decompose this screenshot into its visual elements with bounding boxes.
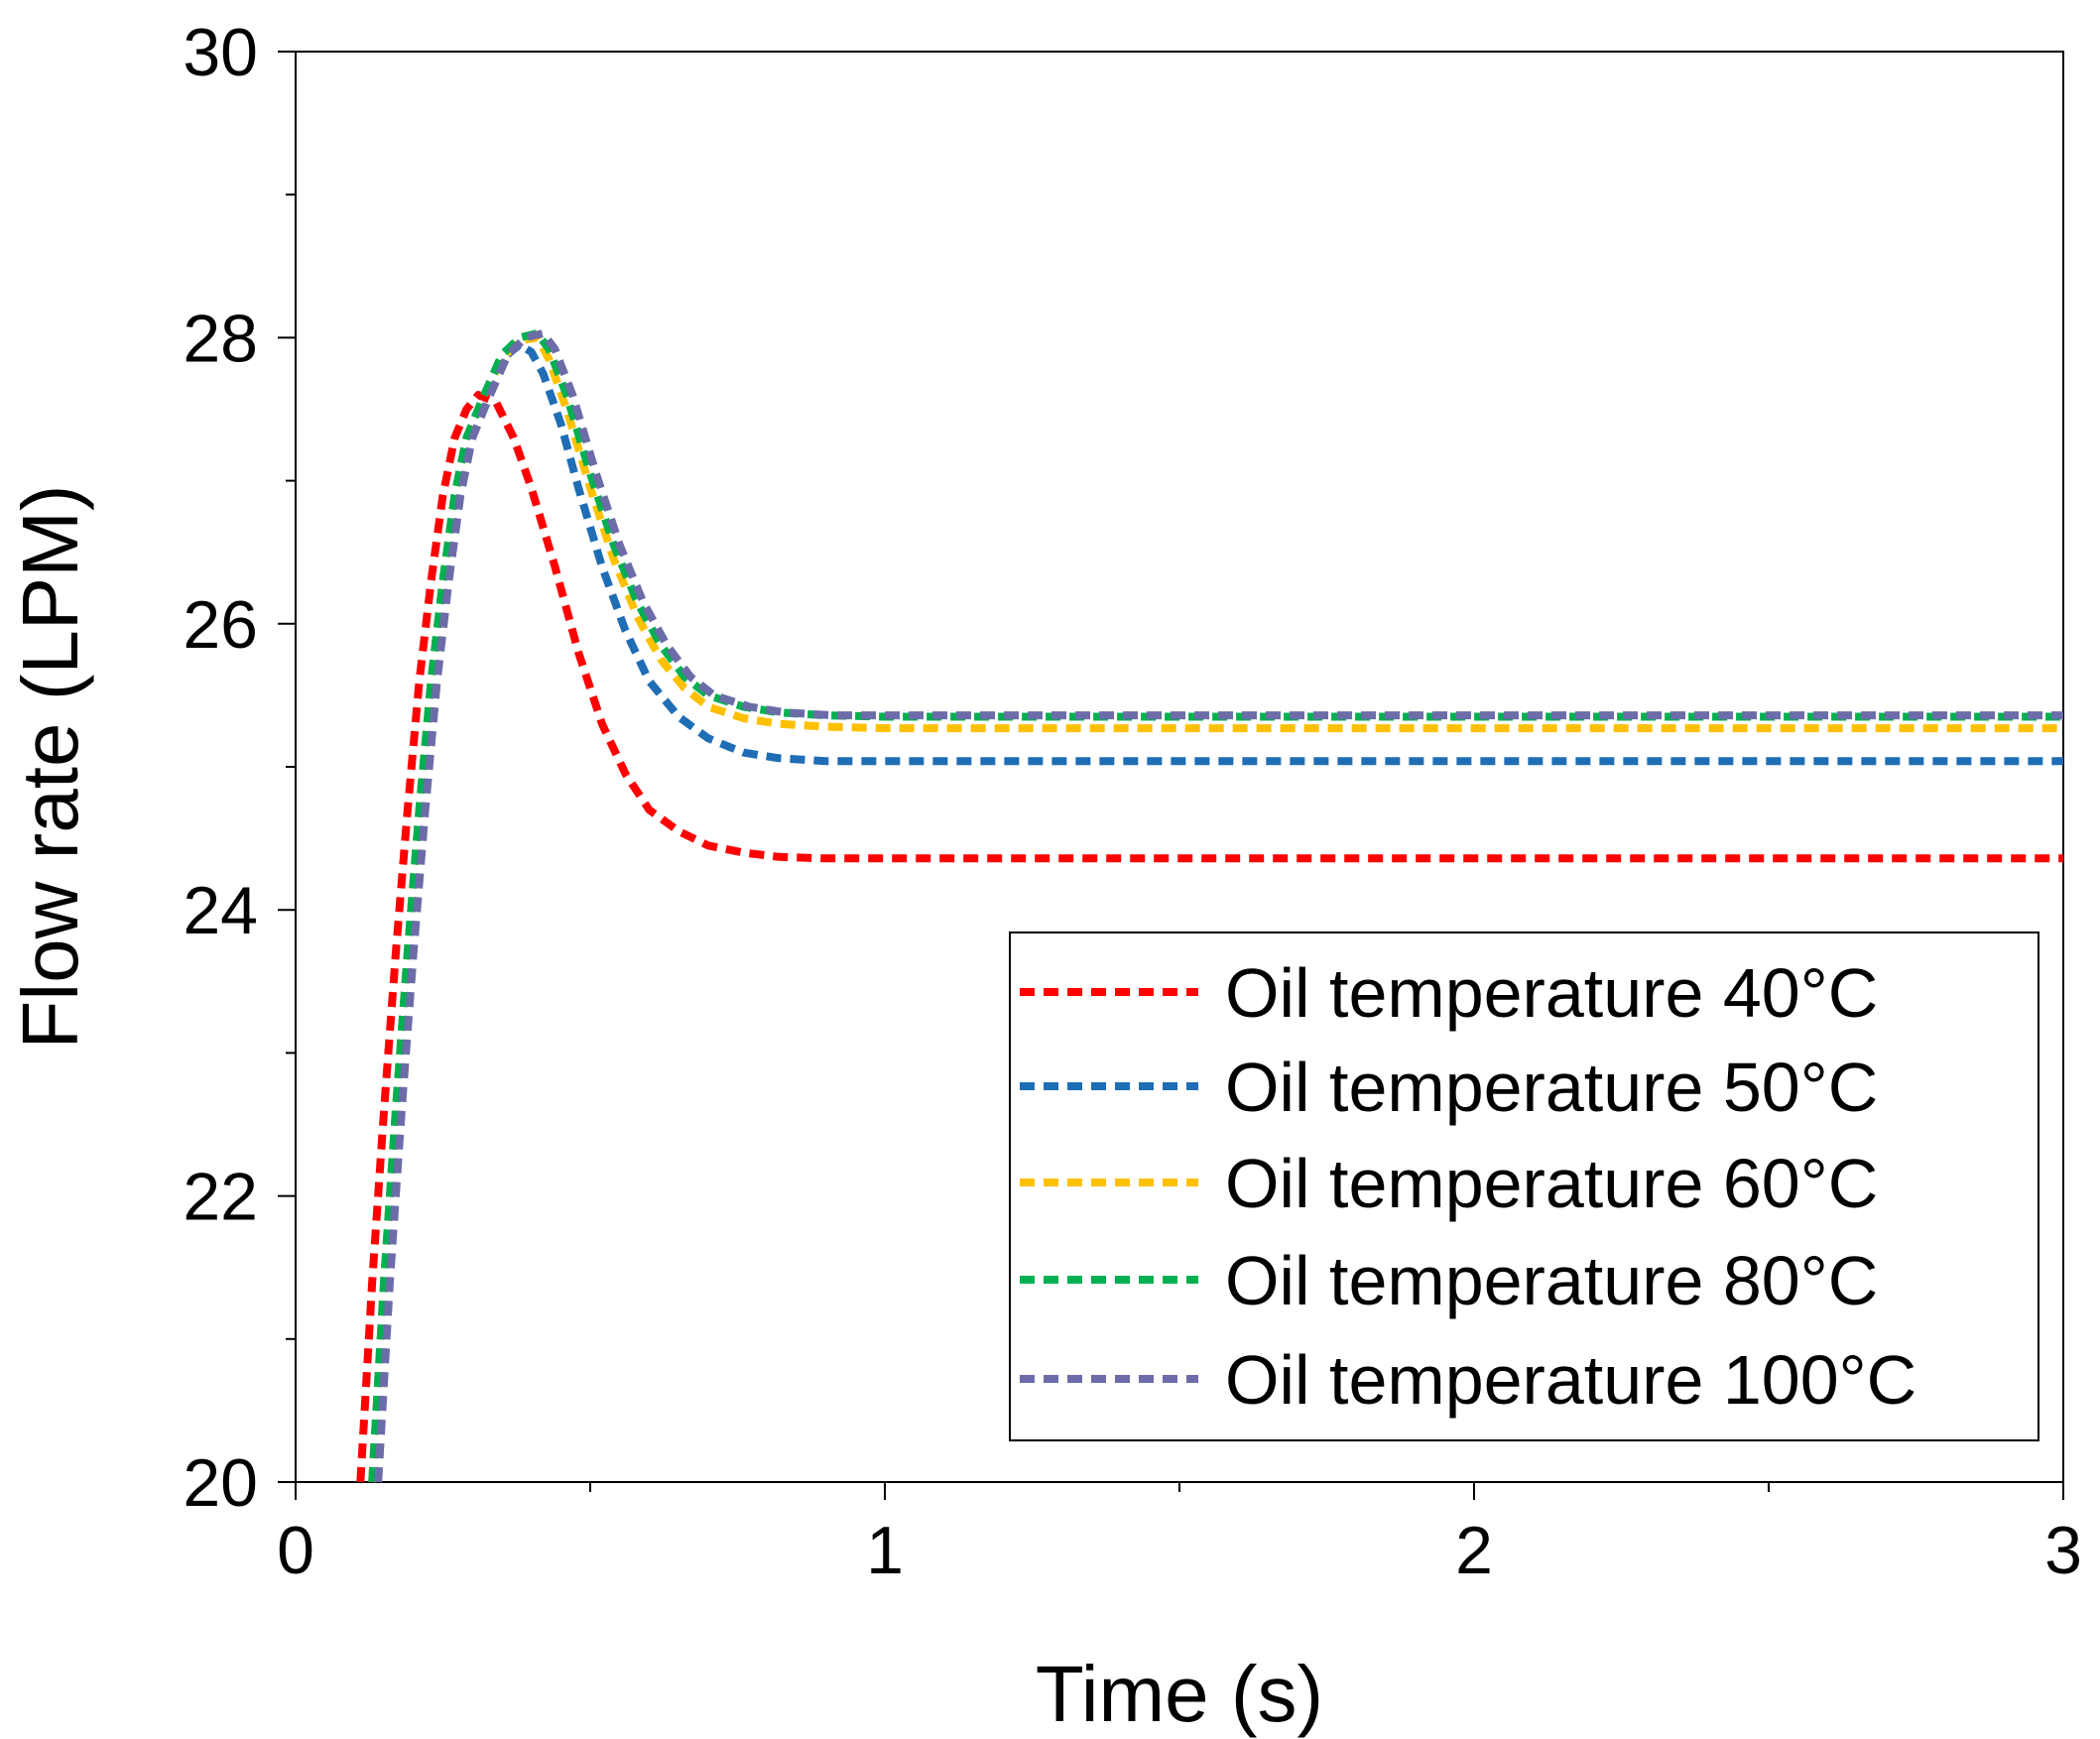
legend-box <box>1009 932 2039 1441</box>
legend-label-50: Oil temperature 50°C <box>1225 1049 1878 1126</box>
legend-label-100: Oil temperature 100°C <box>1225 1341 1916 1419</box>
series-60c <box>368 333 2063 1483</box>
axis-ticks: 0 1 2 3 20 22 24 26 28 30 <box>183 15 2082 1588</box>
series-line <box>374 329 2063 1483</box>
series-80c <box>368 329 2063 1483</box>
x-tick-label: 3 <box>2044 1513 2082 1588</box>
series-line <box>368 333 2063 1483</box>
legend-label-40: Oil temperature 40°C <box>1225 954 1878 1032</box>
series-40c <box>356 391 2063 1483</box>
x-tick-label: 0 <box>277 1513 314 1588</box>
y-tick-label: 24 <box>183 873 258 948</box>
series-line <box>356 391 2063 1483</box>
series-line <box>368 329 2063 1483</box>
y-tick-label: 30 <box>183 15 258 90</box>
y-tick-label: 22 <box>183 1160 258 1235</box>
x-tick-label: 2 <box>1455 1513 1493 1588</box>
series-100c <box>374 329 2063 1483</box>
x-tick-label: 1 <box>866 1513 904 1588</box>
x-axis-title: Time (s) <box>1036 1650 1323 1738</box>
legend-label-80: Oil temperature 80°C <box>1225 1242 1878 1319</box>
y-tick-label: 28 <box>183 301 258 376</box>
legend-label-60: Oil temperature 60°C <box>1225 1145 1878 1222</box>
y-tick-label: 20 <box>183 1445 258 1521</box>
y-tick-label: 26 <box>183 587 258 663</box>
series-layer <box>356 329 2063 1483</box>
y-axis-title: Flow rate (LPM) <box>6 485 94 1050</box>
legend: Oil temperature 40°C Oil temperature 50°… <box>1009 932 2039 1441</box>
